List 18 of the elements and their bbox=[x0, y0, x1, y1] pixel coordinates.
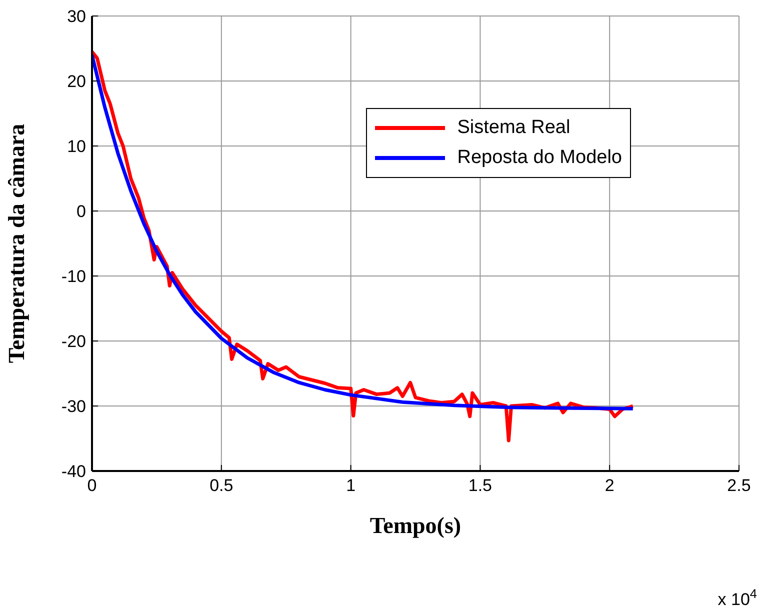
x-tick-label: 0.5 bbox=[210, 476, 234, 496]
x-tick-label: 1 bbox=[346, 476, 356, 496]
y-tick-label: -40 bbox=[61, 462, 86, 482]
legend-label: Reposta do Modelo bbox=[457, 147, 622, 169]
y-axis-title: Temperatura da câmara bbox=[4, 123, 30, 364]
text: x 10$^{4}$ bbox=[718, 586, 757, 609]
x-tick-label: 2 bbox=[604, 476, 614, 496]
x-tick-label: 2.5 bbox=[727, 476, 751, 496]
y-tick-label: 20 bbox=[67, 72, 86, 92]
y-tick-label: -20 bbox=[61, 332, 86, 352]
legend-label: Sistema Real bbox=[457, 117, 570, 139]
x-axis-title: Tempo(s) bbox=[370, 513, 462, 538]
y-tick-label: 30 bbox=[67, 7, 86, 26]
y-tick-label: 10 bbox=[67, 137, 86, 156]
y-tick-label: 0 bbox=[76, 202, 86, 222]
y-tick-label: -10 bbox=[61, 267, 86, 286]
y-tick-label: -30 bbox=[61, 397, 86, 416]
x-tick-label: 1.5 bbox=[468, 476, 492, 496]
